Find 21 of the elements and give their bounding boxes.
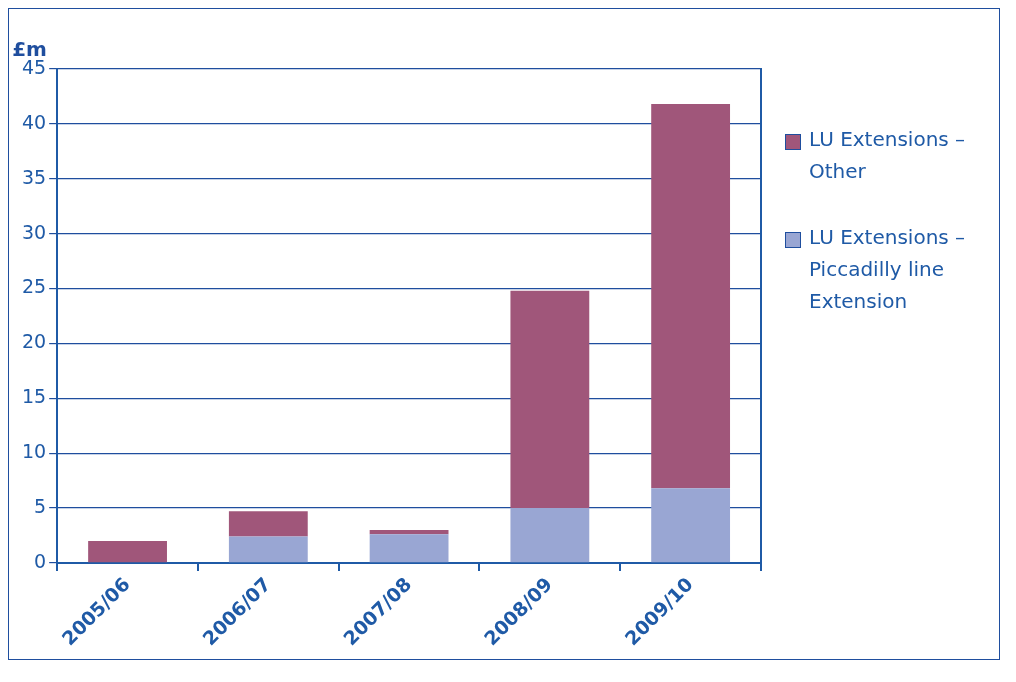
y-tick-label: 35: [21, 165, 47, 188]
bar: [369, 529, 449, 535]
y-tick-label: 15: [21, 385, 47, 408]
bar: [369, 534, 449, 563]
bar: [228, 536, 308, 563]
bar: [228, 511, 308, 537]
bar: [510, 290, 590, 509]
bar: [651, 104, 731, 489]
bar: [651, 488, 731, 563]
y-tick-label: 25: [21, 275, 47, 298]
y-tick-label: 10: [21, 440, 47, 463]
bar: [510, 508, 590, 563]
y-tick-label: 30: [21, 220, 47, 243]
y-tick-label: 0: [34, 549, 47, 572]
bar: [88, 540, 167, 563]
legend-label: LU Extensions – Piccadilly line Extension: [809, 224, 967, 315]
y-tick-label: 40: [21, 110, 47, 133]
y-tick-label: 5: [34, 494, 47, 517]
y-tick-label: 45: [21, 55, 47, 78]
legend-label: LU Extensions – Other: [809, 126, 967, 185]
y-tick-label: 20: [21, 330, 47, 353]
